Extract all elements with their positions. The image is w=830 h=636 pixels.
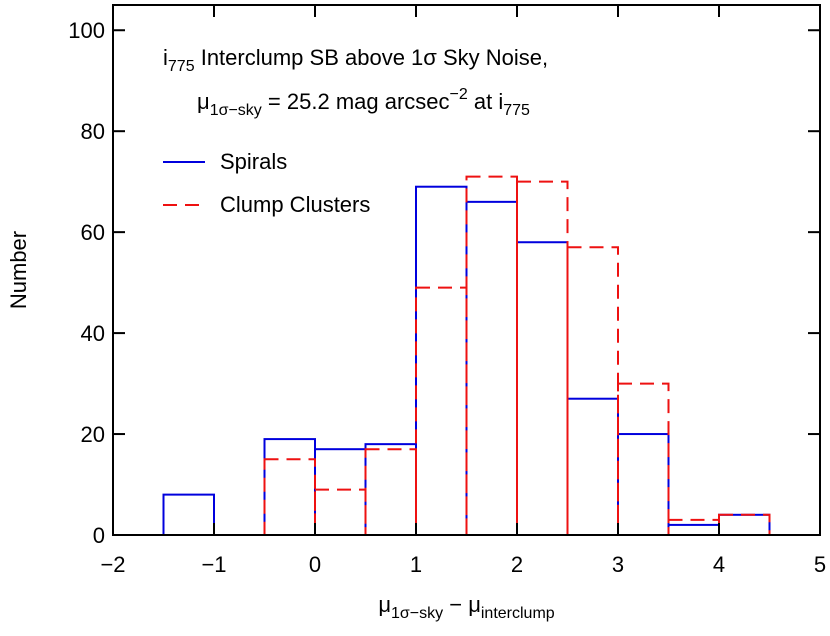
histogram-bar <box>465 200 518 536</box>
histogram-bar <box>263 438 316 537</box>
text-segment: 1σ−sky <box>210 102 262 119</box>
x-tick-label: 0 <box>309 552 321 577</box>
histogram-bar <box>314 448 367 537</box>
text-segment: = 25.2 mag arcsec <box>262 89 450 114</box>
histogram-bar <box>718 513 771 536</box>
text-segment: μ <box>378 592 391 617</box>
histogram-bar <box>415 286 468 536</box>
legend-label: Spirals <box>220 149 287 174</box>
x-tick-label: 2 <box>511 552 523 577</box>
text-segment: interclump <box>481 605 555 622</box>
y-tick-label: 80 <box>81 119 105 144</box>
x-tick-label: 5 <box>814 552 826 577</box>
y-axis-label: Number <box>6 231 31 309</box>
y-tick-label: 20 <box>81 422 105 447</box>
text-segment: Interclump SB above 1σ Sky Noise, <box>195 45 549 70</box>
legend-label: Clump Clusters <box>220 192 370 217</box>
x-tick-label: −2 <box>100 552 125 577</box>
histogram-bar <box>314 488 367 537</box>
histogram-bar <box>667 518 720 536</box>
histogram-bar <box>364 448 417 537</box>
x-tick-label: −1 <box>201 552 226 577</box>
histogram-bar <box>617 382 670 537</box>
annotation-line: i775 Interclump SB above 1σ Sky Noise, <box>163 45 548 75</box>
histogram-bar <box>415 185 468 536</box>
x-axis-label: μ1σ−sky − μinterclump <box>378 592 554 622</box>
y-tick-label: 40 <box>81 321 105 346</box>
histogram-bar <box>718 513 771 536</box>
text-segment: 775 <box>503 102 530 119</box>
histogram-bar <box>667 523 720 537</box>
histogram-bar <box>566 397 619 537</box>
x-tick-label: 4 <box>713 552 725 577</box>
annotation-line: μ1σ−sky = 25.2 mag arcsec−2 at i775 <box>197 86 530 119</box>
text-segment: 775 <box>168 58 195 75</box>
plot-frame <box>112 4 821 536</box>
histogram-bar <box>516 180 569 537</box>
text-segment: μ <box>197 89 210 114</box>
histogram-bar <box>516 241 569 536</box>
histogram-bar <box>162 493 215 536</box>
x-tick-label: 1 <box>410 552 422 577</box>
histogram-bar <box>465 175 518 536</box>
histogram-bar <box>364 443 417 536</box>
histogram-bar <box>263 458 316 536</box>
text-segment: 1σ−sky <box>391 605 443 622</box>
y-tick-label: 60 <box>81 220 105 245</box>
y-tick-label: 100 <box>68 18 105 43</box>
text-segment: −2 <box>450 86 468 103</box>
x-tick-label: 3 <box>612 552 624 577</box>
text-segment: i <box>163 45 168 70</box>
y-tick-label: 0 <box>93 523 105 548</box>
histogram-bar <box>617 433 670 536</box>
text-segment: − μ <box>443 592 481 617</box>
text-segment: at i <box>468 89 503 114</box>
histogram-bar <box>566 246 619 537</box>
